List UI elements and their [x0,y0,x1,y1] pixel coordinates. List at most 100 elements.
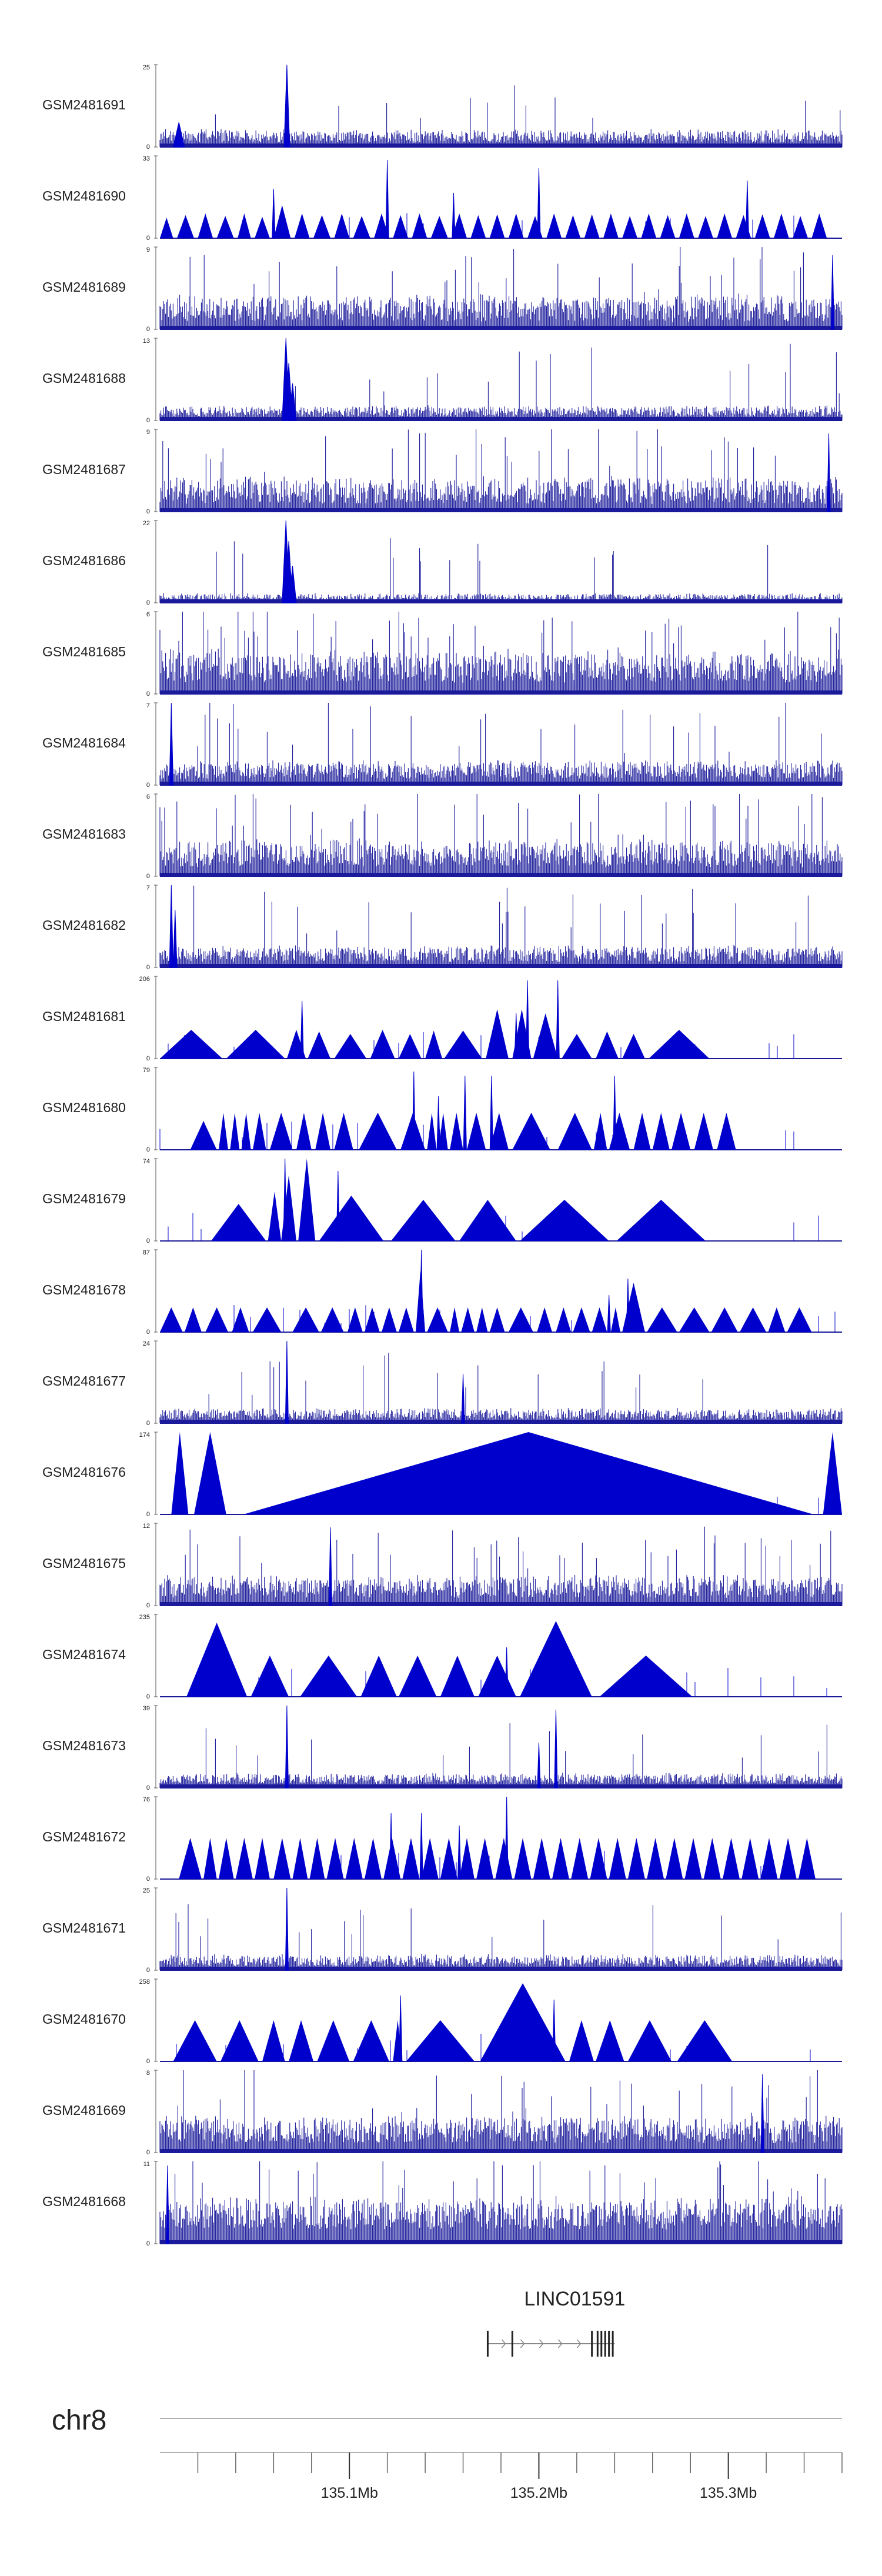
coverage-peak [393,215,409,238]
coverage-signal [159,538,843,603]
coverage-peak [440,1838,457,1879]
coverage-peak-spike [537,1742,541,1788]
track-GSM2481685: GSM2481685 6 0 [42,611,843,698]
coverage-peak [599,1656,693,1697]
coverage-peak [760,1838,778,1879]
y-min-label: 0 [146,508,150,515]
y-min-label: 0 [146,144,150,151]
coverage-peak [334,213,350,238]
coverage-peak-spike [489,1075,493,1150]
track-GSM2481682: GSM2481682 7 0 [42,885,843,971]
coverage-peak [452,213,467,238]
coverage-peak [649,1030,710,1059]
coverage-peak [787,1307,812,1332]
coverage-peak [252,1307,282,1332]
coverage-peak [348,1307,363,1332]
coverage-floor [160,873,842,876]
coverage-peak [313,215,330,238]
coverage-floor [160,964,842,967]
y-max-label: 39 [143,1705,150,1712]
coverage-peak [546,213,562,238]
coverage-signal [159,85,843,147]
coverage-spikes [340,1851,803,1879]
y-max-label: 74 [143,1158,150,1165]
y-max-label: 9 [146,246,150,253]
coverage-peak [660,215,676,238]
coverage-floor [160,2149,842,2153]
coverage-peak [703,1838,721,1879]
coverage-peak [308,1031,330,1059]
coverage-floor [160,2240,842,2244]
y-max-label: 76 [143,1796,150,1803]
coverage-peak-spike [556,980,560,1059]
coverage-peak [622,216,637,238]
coverage-peak [450,1307,460,1332]
track-GSM2481676: GSM2481676 174 0 [42,1432,842,1518]
coverage-peak-spike [285,1887,289,1971]
track-GSM2481684: GSM2481684 7 0 [42,702,843,789]
axis-tick-label: 135.3Mb [700,2485,757,2501]
coverage-peak [754,214,770,238]
strand-arrow-icon [501,2339,506,2348]
sample-label: GSM2481678 [42,1282,126,1297]
axis-tick-label: 135.1Mb [321,2485,378,2501]
coverage-peak [596,2020,624,2061]
coverage-peak-spike [626,1278,630,1333]
coverage-peak [622,1283,645,1332]
coverage-peak [402,1838,420,1879]
coverage-peak [478,1656,516,1697]
y-min-label: 0 [146,2240,150,2247]
y-max-label: 87 [143,1249,150,1256]
coverage-peak [160,1307,183,1332]
track-GSM2481668: GSM2481668 11 0 [42,2161,843,2247]
coverage-peak [241,1113,251,1150]
y-min-label: 0 [146,690,150,698]
coverage-peak [160,1030,223,1059]
coverage-peak [273,1838,291,1879]
coverage-peak [671,1113,691,1150]
sample-label: GSM2481679 [42,1191,126,1206]
coverage-peak [711,1307,738,1332]
coverage-peak [179,1838,202,1879]
coverage-peak [255,1838,270,1879]
y-max-label: 33 [143,155,150,162]
coverage-signal [159,247,843,329]
coverage-peak [399,1307,414,1332]
coverage-floor [160,782,842,785]
coverage-signal [159,1526,843,1606]
coverage-peak [467,1113,486,1150]
y-min-label: 0 [146,1146,150,1153]
coverage-signal [159,2070,843,2153]
coverage-peak [684,1838,702,1879]
y-max-label: 13 [143,338,150,345]
coverage-peak [374,213,389,238]
coverage-peak [232,1307,249,1332]
y-max-label: 24 [143,1340,150,1347]
sample-label: GSM2481683 [42,826,126,842]
y-max-label: 25 [143,64,150,71]
coverage-peak [811,213,827,238]
coverage-peak [198,213,213,238]
coverage-peak-spike [505,1796,509,1880]
coverage-peak [430,216,448,238]
coverage-peak [220,2020,259,2061]
y-min-label: 0 [146,873,150,880]
coverage-peak [590,1838,607,1879]
y-max-label: 7 [146,885,150,892]
coverage-peak-spike [288,383,297,421]
y-min-label: 0 [146,1237,150,1244]
coverage-peak-spike [830,255,834,330]
coverage-peak [194,1432,226,1514]
coverage-peak [533,1013,558,1059]
coverage-peak [679,213,694,238]
coverage-peak [370,1030,395,1059]
track-GSM2481673: GSM2481673 39 0 [42,1705,843,1791]
track-GSM2481678: GSM2481678 87 0 [42,1249,842,1336]
coverage-peak [512,1113,550,1150]
coverage-peak [486,1009,509,1059]
y-min-label: 0 [146,2149,150,2156]
coverage-peak [160,218,173,238]
sample-label: GSM2481687 [42,462,126,477]
coverage-peak [230,1113,240,1150]
